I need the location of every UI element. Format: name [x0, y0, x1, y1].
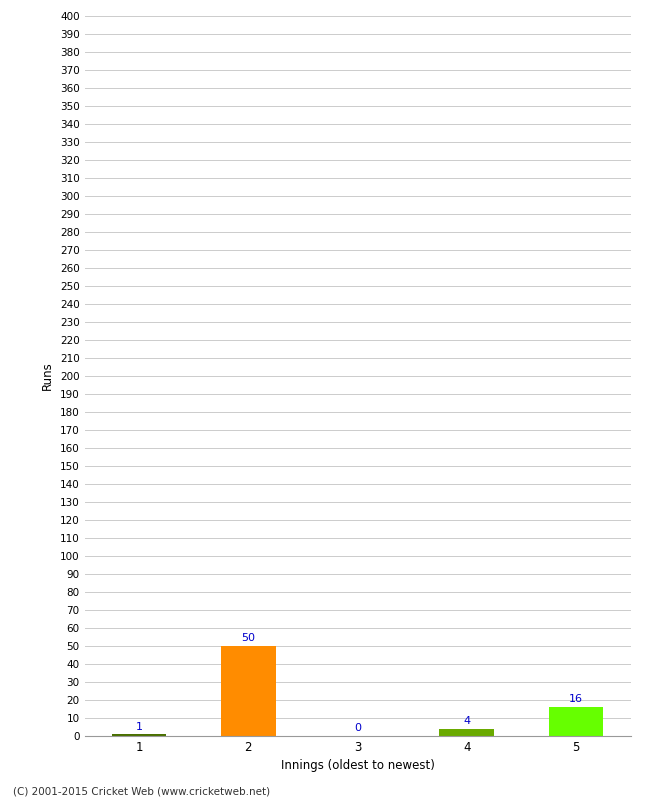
Text: 50: 50: [241, 634, 255, 643]
Text: (C) 2001-2015 Cricket Web (www.cricketweb.net): (C) 2001-2015 Cricket Web (www.cricketwe…: [13, 786, 270, 796]
X-axis label: Innings (oldest to newest): Innings (oldest to newest): [281, 759, 434, 773]
Text: 4: 4: [463, 716, 470, 726]
Text: 16: 16: [569, 694, 583, 705]
Bar: [221, 646, 276, 736]
Y-axis label: Runs: Runs: [42, 362, 55, 390]
Text: 0: 0: [354, 723, 361, 734]
Bar: [549, 707, 603, 736]
Bar: [439, 729, 494, 736]
Text: 1: 1: [136, 722, 142, 731]
Bar: [112, 734, 166, 736]
